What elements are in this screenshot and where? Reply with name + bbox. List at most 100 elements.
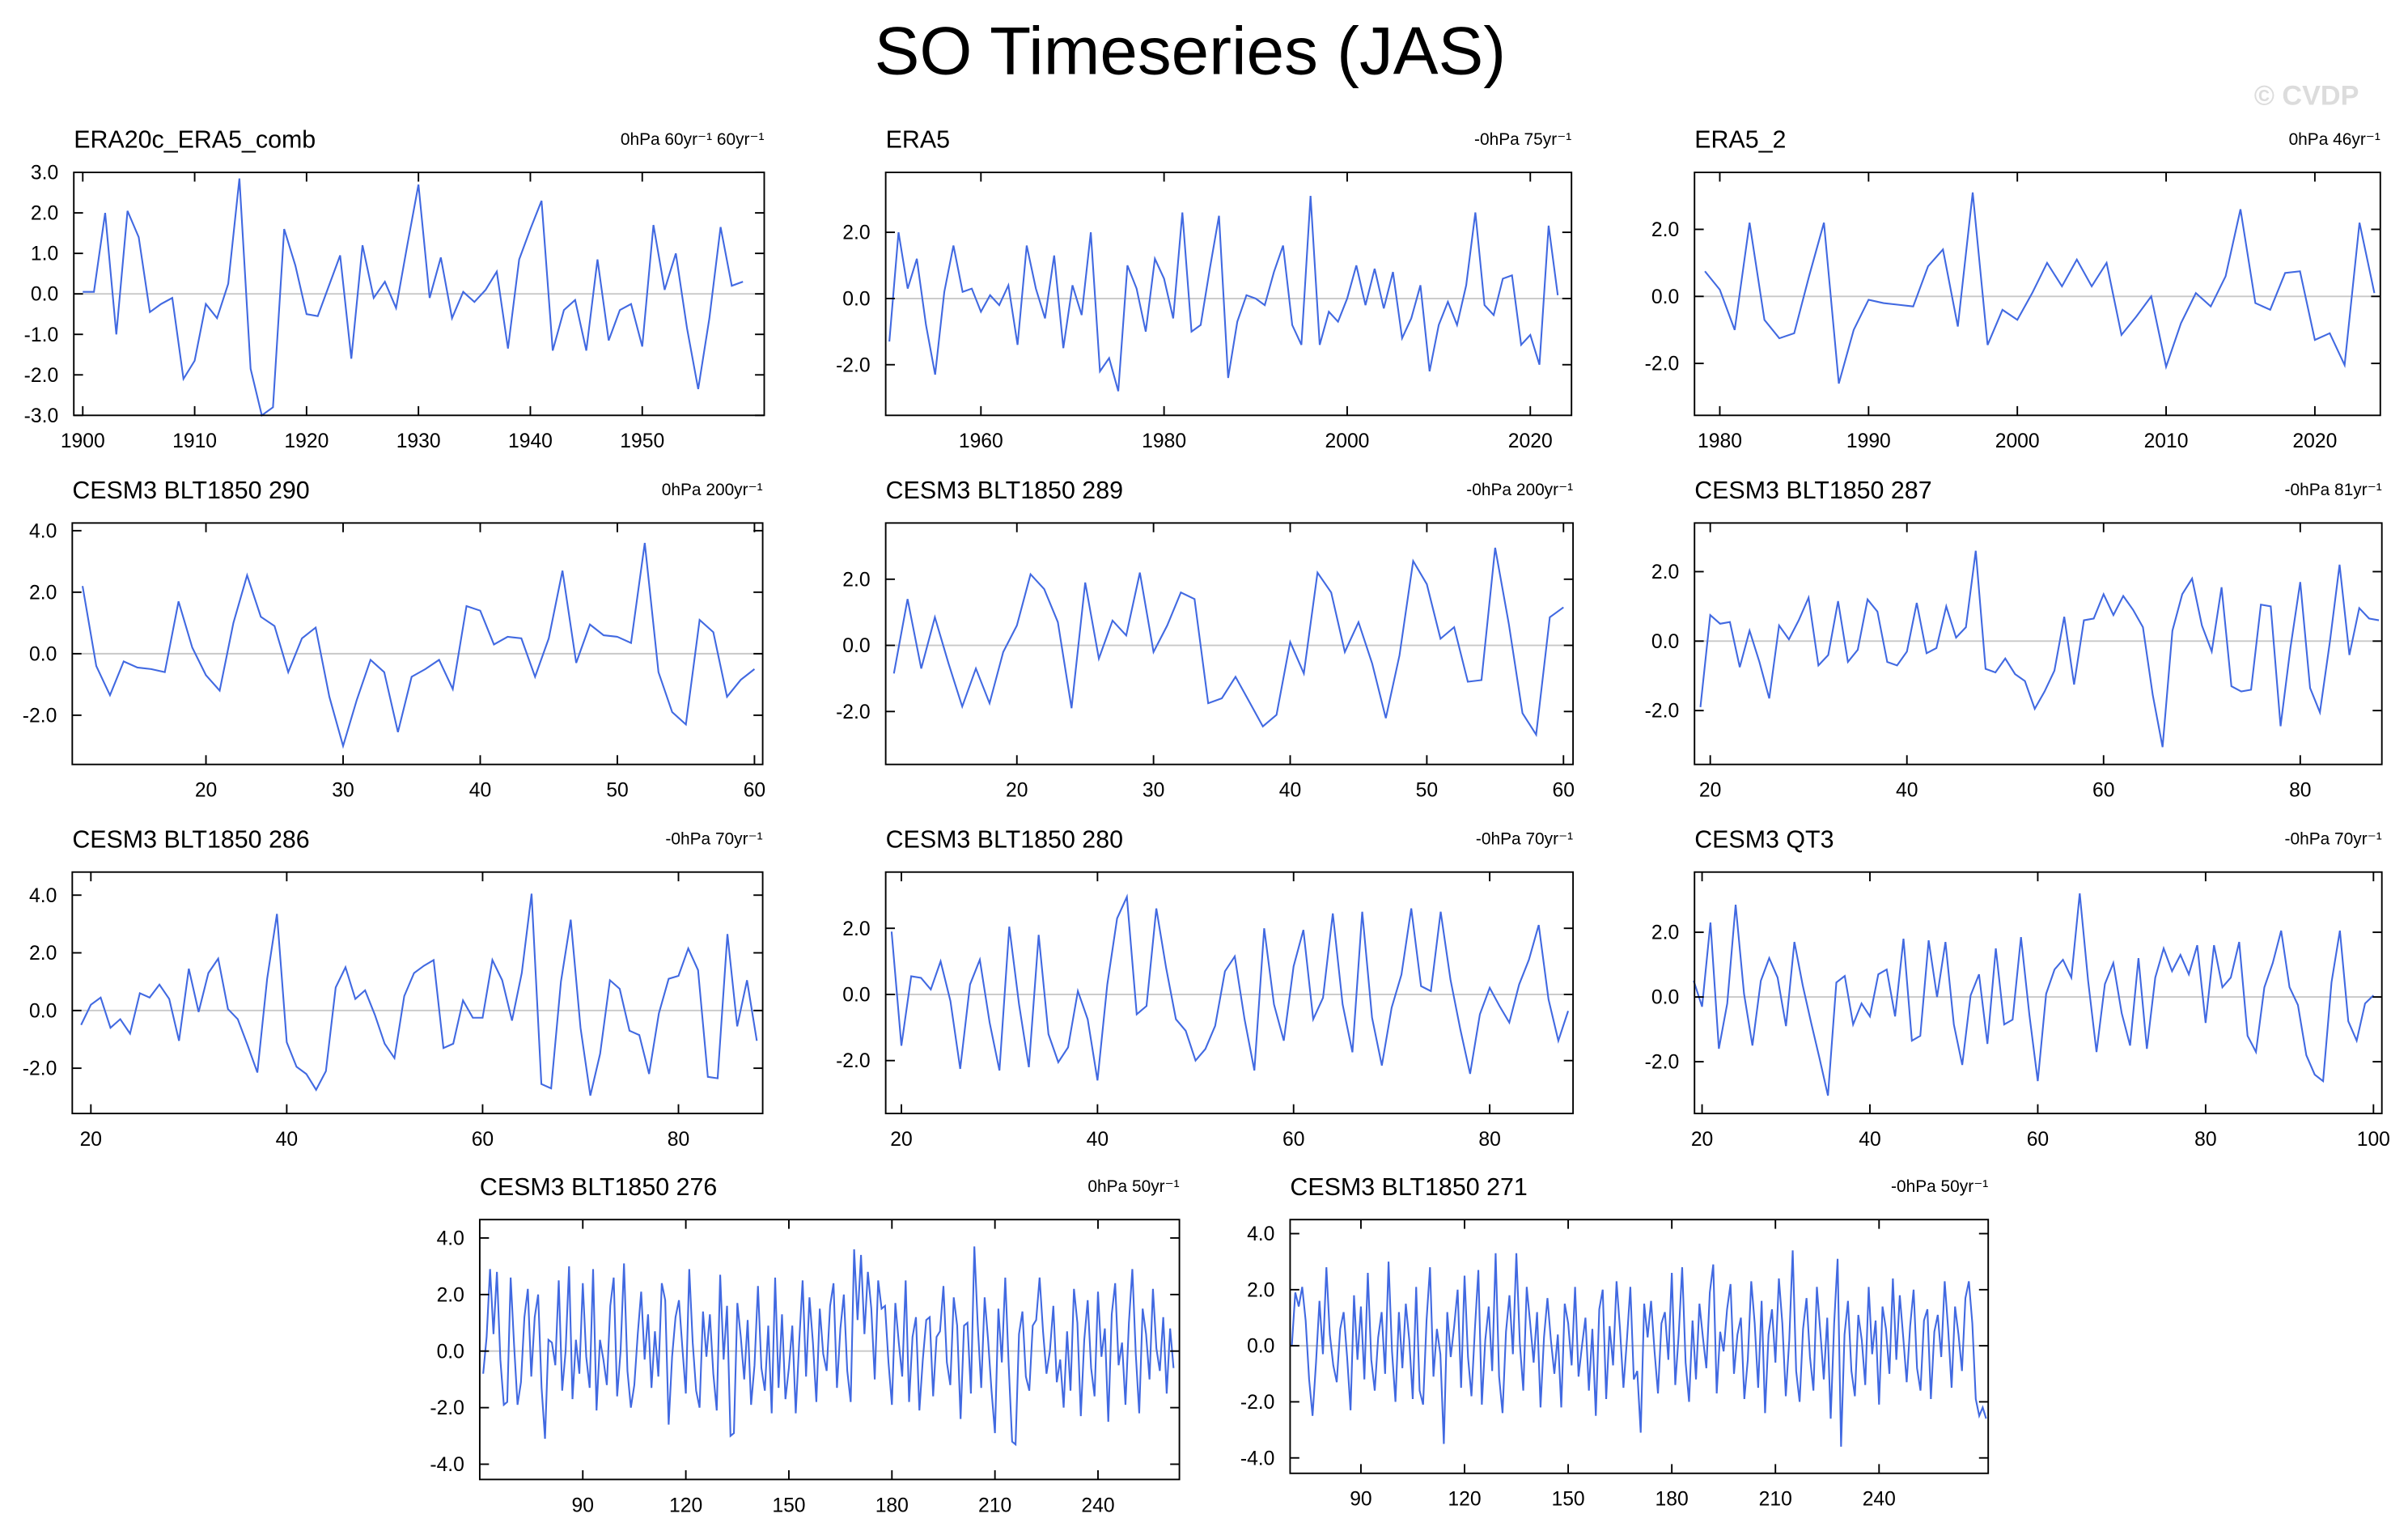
series-line [1693, 893, 2375, 1096]
x-tick-label: 40 [1087, 1129, 1109, 1151]
x-tick-label: 1950 [620, 430, 664, 452]
panel-title: CESM3 BLT1850 287 [1694, 477, 1931, 504]
x-tick-label: 1900 [61, 430, 105, 452]
x-tick-label: 40 [1279, 780, 1301, 802]
plot-frame [478, 1219, 1181, 1481]
y-tick-label: 2.0 [31, 203, 58, 225]
x-tick-label: 150 [1551, 1489, 1584, 1511]
plot-frame [71, 871, 764, 1115]
y-tick-label: -2.0 [1645, 354, 1680, 375]
y-tick-label: 0.0 [1651, 286, 1679, 308]
x-tick-label: 120 [1448, 1489, 1481, 1511]
y-tick-label: 2.0 [1651, 219, 1679, 241]
x-tick-label: 210 [1759, 1489, 1792, 1511]
panel-title: ERA5_2 [1694, 126, 1786, 154]
x-tick-label: 1940 [508, 430, 553, 452]
x-tick-label: 20 [1699, 780, 1721, 802]
series-line [890, 893, 1570, 1081]
y-tick-label: 2.0 [842, 569, 870, 591]
x-tick-label: 20 [890, 1129, 912, 1151]
panel-subtitle: 0hPa 50yr⁻¹ [1087, 1177, 1179, 1196]
x-tick-label: 40 [1896, 780, 1918, 802]
y-tick-label: -2.0 [23, 705, 57, 727]
x-tick-label: 210 [978, 1495, 1011, 1516]
y-tick-label: 0.0 [29, 643, 57, 665]
plot-frame [1694, 522, 2383, 765]
x-tick-label: 40 [276, 1129, 298, 1151]
panel-title: CESM3 BLT1850 290 [72, 477, 309, 504]
y-tick-label: -2.0 [836, 354, 871, 376]
y-tick-label: -3.0 [24, 405, 59, 427]
x-tick-label: 150 [772, 1495, 805, 1516]
x-tick-label: 30 [1143, 780, 1164, 802]
y-tick-label: 2.0 [1651, 562, 1679, 583]
y-tick-label: 4.0 [29, 520, 57, 542]
y-tick-label: 0.0 [842, 635, 870, 657]
x-tick-label: 60 [2027, 1129, 2049, 1151]
y-tick-label: 2.0 [29, 582, 57, 604]
y-tick-label: 2.0 [29, 943, 57, 965]
panel-title: CESM3 BLT1850 276 [480, 1173, 717, 1201]
panel-subtitle: -0hPa 200yr⁻¹ [1466, 481, 1573, 499]
x-tick-label: 240 [1081, 1495, 1114, 1516]
panel-title: CESM3 BLT1850 271 [1290, 1173, 1527, 1201]
x-tick-label: 1980 [1142, 430, 1186, 452]
x-tick-label: 90 [1350, 1489, 1371, 1511]
series-line [482, 1246, 1175, 1447]
panel-subtitle: 0hPa 46yr⁻¹ [2289, 130, 2380, 149]
y-tick-label: 0.0 [1651, 631, 1679, 653]
x-tick-label: 20 [195, 780, 217, 802]
x-tick-label: 2000 [1995, 430, 2040, 452]
x-tick-label: 90 [572, 1495, 594, 1516]
x-tick-label: 60 [1553, 780, 1575, 802]
series-line [83, 178, 744, 418]
x-tick-label: 20 [1006, 780, 1028, 802]
y-tick-label: 0.0 [842, 985, 870, 1007]
panel-title: ERA5 [886, 126, 950, 154]
plot-frame [884, 172, 1573, 417]
y-tick-label: -2.0 [836, 702, 871, 723]
x-tick-label: 240 [1863, 1489, 1896, 1511]
panel-subtitle: 0hPa 60yr⁻¹ 60yr⁻¹ [621, 130, 765, 149]
y-tick-label: 0.0 [29, 1000, 57, 1022]
y-tick-label: 2.0 [1651, 922, 1679, 944]
y-tick-label: -2.0 [1645, 1052, 1680, 1074]
x-tick-label: 60 [2092, 780, 2114, 802]
panel-title: CESM3 BLT1850 280 [886, 825, 1123, 853]
panel-subtitle: -0hPa 75yr⁻¹ [1474, 130, 1571, 149]
y-tick-label: 0.0 [1247, 1336, 1274, 1358]
x-tick-label: 60 [1282, 1129, 1304, 1151]
x-tick-label: 2020 [2292, 430, 2337, 452]
series-line [82, 542, 756, 749]
series-line [1704, 192, 2376, 384]
y-tick-label: 4.0 [437, 1228, 464, 1249]
x-tick-label: 1980 [1698, 430, 1742, 452]
y-tick-label: 0.0 [1651, 987, 1679, 1009]
panel-subtitle: -0hPa 70yr⁻¹ [2285, 830, 2382, 849]
y-tick-label: -2.0 [24, 365, 59, 387]
y-tick-label: 0.0 [437, 1341, 464, 1363]
panel-subtitle: 0hPa 200yr⁻¹ [662, 481, 763, 499]
y-tick-label: -2.0 [836, 1050, 871, 1072]
y-tick-label: 1.0 [31, 244, 58, 265]
x-tick-label: 1990 [1846, 430, 1891, 452]
x-tick-label: 1910 [172, 430, 217, 452]
x-tick-label: 50 [606, 780, 628, 802]
x-tick-label: 120 [669, 1495, 702, 1516]
panel-title: CESM3 BLT1850 289 [886, 477, 1123, 504]
x-tick-label: 80 [668, 1129, 689, 1151]
x-tick-label: 80 [2289, 780, 2311, 802]
panel-subtitle: -0hPa 50yr⁻¹ [1891, 1177, 1988, 1196]
series-line [1291, 1250, 1987, 1447]
x-tick-label: 60 [744, 780, 765, 802]
x-tick-label: 80 [2194, 1129, 2216, 1151]
series-line [80, 893, 758, 1096]
y-tick-label: 3.0 [31, 163, 58, 184]
plot-frame [884, 522, 1575, 765]
x-tick-label: 20 [1691, 1129, 1713, 1151]
x-tick-label: 180 [875, 1495, 909, 1516]
y-tick-label: 2.0 [437, 1284, 464, 1306]
panel-subtitle: -0hPa 81yr⁻¹ [2285, 481, 2382, 499]
